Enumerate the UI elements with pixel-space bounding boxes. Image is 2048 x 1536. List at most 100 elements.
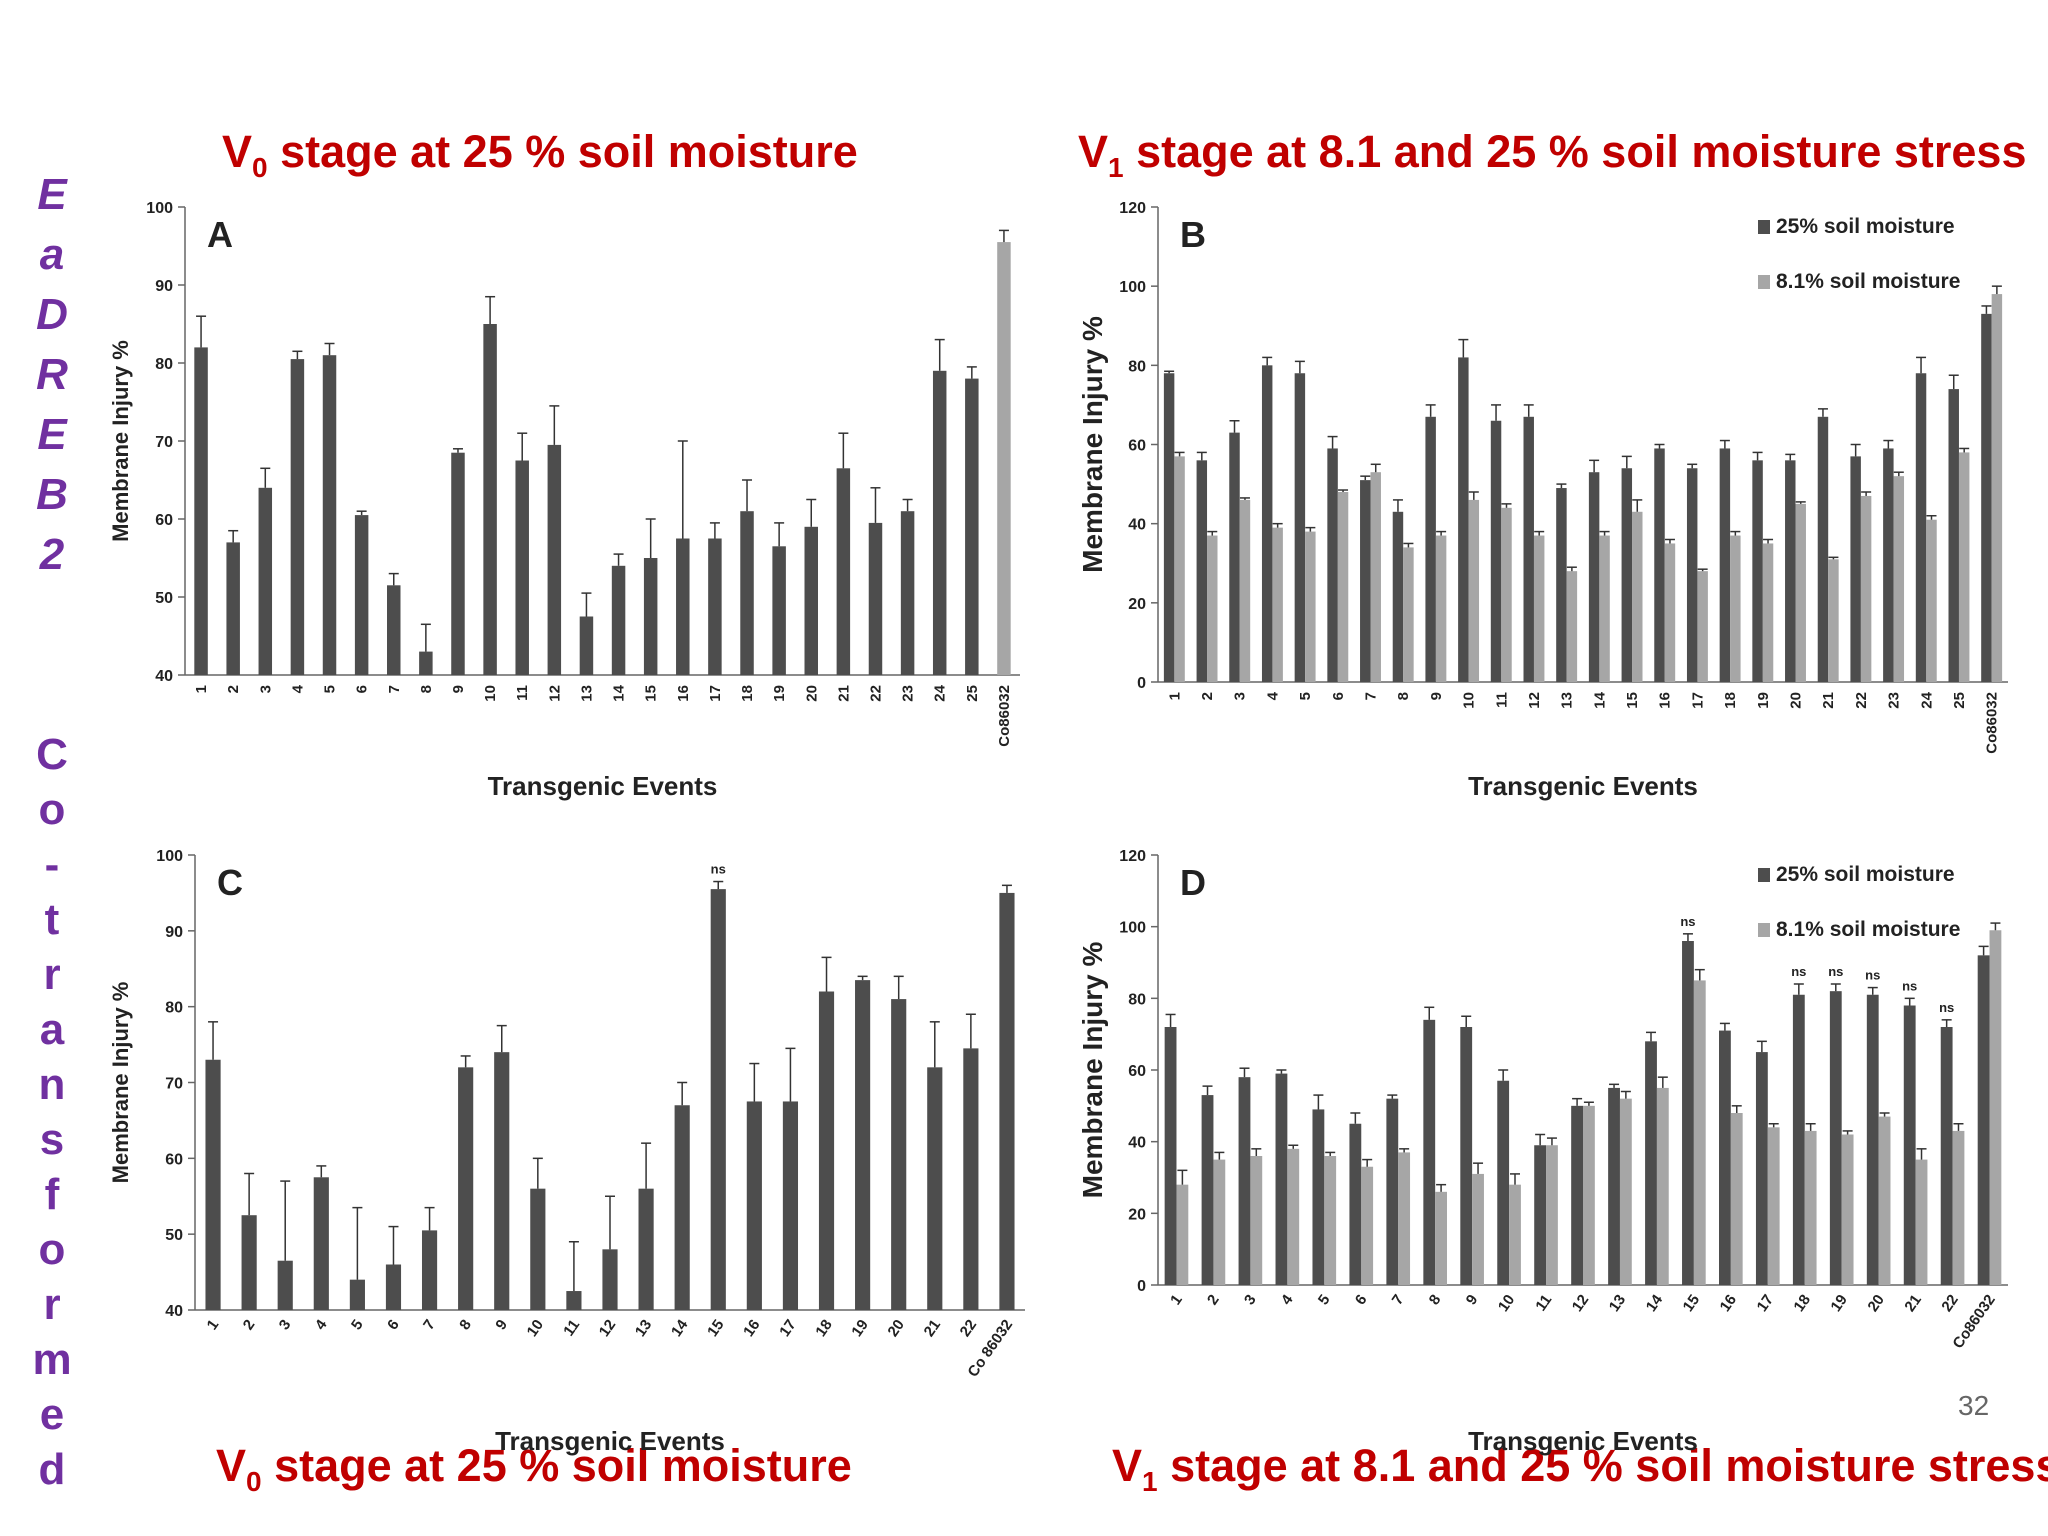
bar-b-s1	[1893, 476, 1905, 682]
legend-swatch	[1758, 275, 1770, 289]
bar-b-s1	[1305, 531, 1316, 682]
bar-d-s0	[1977, 955, 1990, 1285]
bar-b-s1	[1533, 535, 1545, 682]
x-tick-label: 17	[776, 1317, 799, 1340]
x-tick-label: 19	[1755, 692, 1772, 709]
x-tick-label: 21	[835, 685, 852, 702]
x-tick-label: 6	[1352, 1292, 1371, 1309]
panel-label: C	[217, 862, 243, 903]
x-tick-label: 10	[1461, 692, 1478, 709]
bar-d-s1	[1176, 1184, 1189, 1285]
ns-annotation: ns	[1865, 968, 1880, 983]
side-letter: d	[38, 1445, 66, 1494]
bar-b-s1	[1697, 571, 1708, 682]
x-tick-label: 24	[1918, 691, 1935, 708]
y-axis-title: Membrane Injury %	[1077, 942, 1108, 1199]
bar-b-s0	[1915, 373, 1927, 682]
bar-c-s0	[782, 1101, 799, 1310]
y-tick-label: 60	[155, 512, 173, 529]
y-tick-label: 80	[1128, 991, 1146, 1008]
bar-c-s0	[313, 1177, 329, 1310]
bar-b-s0	[1654, 448, 1665, 682]
bar-d-s0	[1312, 1109, 1325, 1285]
x-tick-label: 3	[276, 1317, 295, 1334]
x-tick-label: 18	[1722, 692, 1739, 709]
x-tick-label: 17	[707, 685, 724, 702]
panel-label: D	[1180, 862, 1206, 903]
bar-d-s0	[1866, 994, 1879, 1285]
x-tick-label: 16	[675, 685, 692, 702]
x-axis-title: Transgenic Events	[1468, 771, 1698, 801]
bar-b-s1	[1272, 527, 1283, 682]
bar-a-s0	[965, 378, 979, 675]
bar-b-s0	[1360, 480, 1371, 682]
bar-d-s0	[1645, 1041, 1657, 1285]
x-tick-label: 18	[1791, 1292, 1814, 1315]
x-tick-label: 22	[1938, 1292, 1961, 1315]
x-tick-label: 21	[1820, 692, 1837, 709]
bar-b-s0	[1785, 460, 1796, 682]
x-tick-label: 17	[1689, 692, 1706, 709]
bar-a-s0	[547, 444, 562, 675]
side-letter: D	[36, 290, 68, 339]
bar-d-s0	[1238, 1077, 1251, 1285]
x-tick-label: 17	[1754, 1292, 1777, 1315]
heading-bottom-left: V0 stage at 25 % soil moisture	[216, 1440, 852, 1497]
bar-c-s0	[205, 1059, 221, 1310]
bar-b-s1	[1239, 499, 1251, 682]
x-tick-label: 13	[1559, 692, 1576, 709]
bar-d-s0	[1423, 1019, 1436, 1285]
bar-b-s0	[1817, 416, 1829, 682]
bar-b-s0	[1948, 389, 1959, 682]
side-letter: f	[44, 1170, 60, 1219]
side-letter: a	[39, 230, 65, 279]
x-tick-label: 11	[560, 1317, 583, 1340]
y-tick-label: 50	[165, 1227, 183, 1244]
y-tick-label: 60	[165, 1151, 183, 1168]
x-tick-label: 23	[900, 685, 917, 702]
ns-annotation: ns	[1939, 1000, 1954, 1015]
y-tick-label: 40	[1128, 517, 1146, 534]
legend-label: 25% soil moisture	[1776, 215, 1955, 238]
x-tick-label: 6	[354, 685, 371, 693]
bar-c-s0	[494, 1052, 510, 1310]
bar-b-s1	[1926, 519, 1937, 682]
bar-b-s0	[1588, 472, 1600, 682]
bar-d-s1	[1398, 1152, 1411, 1285]
x-tick-label: 12	[1569, 1292, 1592, 1315]
page-number: 32	[1958, 1390, 1990, 1421]
bar-d-s1	[1730, 1113, 1743, 1285]
x-tick-label: 22	[957, 1317, 980, 1340]
y-tick-label: 80	[165, 1000, 183, 1017]
bar-d-s1	[1878, 1116, 1891, 1285]
x-tick-label: 4	[289, 684, 306, 693]
bar-c-s0	[855, 980, 871, 1310]
bar-b-s0	[1883, 448, 1894, 682]
bar-d-s1	[1287, 1148, 1300, 1285]
x-tick-label: 25	[1951, 692, 1968, 709]
y-tick-label: 0	[1137, 1278, 1146, 1295]
bar-c-s0	[927, 1067, 943, 1310]
bar-d-s1	[1361, 1166, 1374, 1285]
bar-c-s0	[349, 1279, 365, 1310]
side-letter: -	[44, 840, 60, 889]
bar-b-s1	[1828, 559, 1839, 682]
x-tick-label: 7	[386, 685, 403, 693]
x-tick-label: 20	[1788, 692, 1805, 709]
bar-b-s1	[1174, 456, 1185, 682]
bar-b-s1	[1795, 503, 1806, 682]
bar-b-s0	[1392, 511, 1404, 682]
bar-b-s1	[1501, 507, 1512, 682]
bar-d-s1	[1324, 1156, 1337, 1285]
ns-annotation: ns	[1680, 914, 1695, 929]
bar-a-s0	[868, 522, 883, 675]
x-tick-label: 12	[596, 1317, 619, 1340]
x-tick-label: 20	[803, 685, 820, 702]
x-tick-label: 6	[384, 1317, 403, 1334]
bar-b-s0	[1556, 488, 1567, 682]
y-tick-label: 40	[155, 668, 173, 685]
bar-b-s1	[1730, 535, 1741, 682]
legend-label: 25% soil moisture	[1776, 863, 1955, 886]
